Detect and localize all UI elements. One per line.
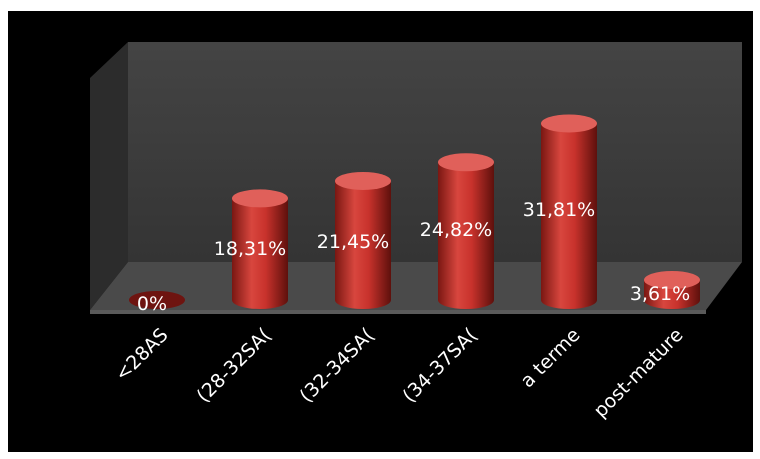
category-label-4: a terme (516, 324, 584, 392)
bar-top-4 (541, 114, 597, 133)
value-label-3: 24,82% (420, 219, 492, 241)
category-labels-group: <28AS (28-32SA((32-34SA((34-37SA( a terme p… (111, 324, 688, 422)
bar-body-4 (541, 123, 597, 309)
value-label-5: 3,61% (630, 283, 690, 305)
category-label-1: (28-32SA( (192, 324, 275, 407)
bar-4 (541, 114, 597, 309)
bar-top-2 (335, 171, 391, 190)
category-label-5: post-mature (590, 324, 688, 422)
floor-front-edge (90, 310, 706, 314)
value-label-4: 31,81% (523, 199, 595, 221)
bar-top-5 (644, 270, 700, 289)
bar-1 (232, 189, 288, 309)
bar-top-3 (438, 153, 494, 172)
bar-top-1 (232, 189, 288, 208)
value-labels-group: 0% 18,31% 21,45% 24,82% 31,81% 3,61% (137, 199, 690, 315)
category-label-2: (32-34SA( (295, 324, 378, 407)
category-label-3: (34-37SA( (398, 324, 481, 407)
category-label-0: <28AS (111, 324, 173, 386)
bar-2 (335, 171, 391, 309)
side-wall (90, 42, 128, 310)
bar-3 (438, 153, 494, 309)
bar-0 (129, 291, 185, 309)
value-label-1: 18,31% (214, 238, 286, 260)
value-label-2: 21,45% (317, 231, 389, 253)
bar-top-0 (129, 291, 185, 309)
bar-body-1 (232, 198, 288, 309)
bar-body-2 (335, 180, 391, 309)
bars-group (129, 114, 700, 309)
bar-body-3 (438, 162, 494, 309)
bar-5 (644, 270, 700, 309)
value-label-0: 0% (137, 293, 167, 315)
